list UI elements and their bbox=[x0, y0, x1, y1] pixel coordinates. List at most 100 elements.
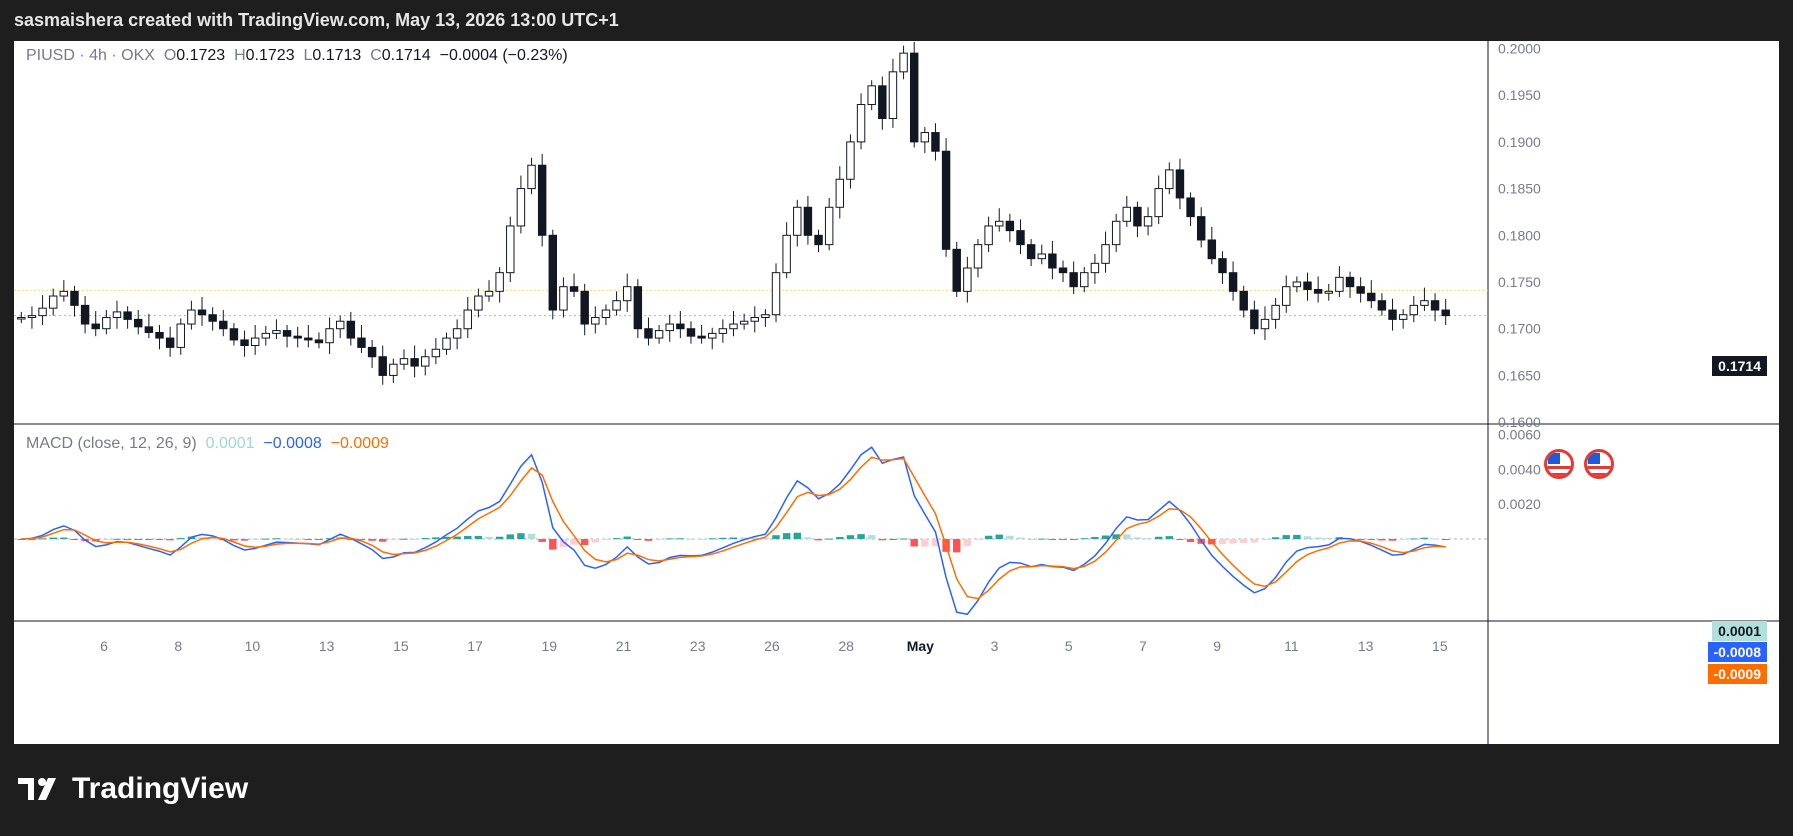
time-tick-label: 3 bbox=[991, 638, 999, 654]
candle-body bbox=[272, 330, 281, 334]
macd-histogram-bar bbox=[1250, 539, 1259, 543]
macd-histogram-bar bbox=[740, 537, 748, 540]
macd-histogram-bar bbox=[963, 539, 972, 547]
macd-histogram-bar bbox=[495, 536, 504, 540]
macd-hist-value: 0.0001 bbox=[205, 435, 255, 452]
macd-histogram-bar bbox=[304, 539, 313, 541]
macd-histogram-bar bbox=[846, 535, 855, 540]
macd-histogram-bar bbox=[155, 539, 164, 541]
macd-histogram-bar bbox=[1112, 534, 1120, 540]
time-tick-label: 15 bbox=[393, 638, 409, 654]
candle-body bbox=[1175, 169, 1185, 199]
candle-body bbox=[750, 317, 759, 322]
macd-histogram-bar bbox=[602, 539, 610, 541]
candle-body bbox=[112, 311, 122, 319]
candle-body bbox=[1133, 206, 1142, 227]
candle-body bbox=[27, 315, 37, 319]
macd-histogram-bar bbox=[1388, 539, 1397, 541]
candle-body bbox=[697, 335, 706, 339]
tradingview-logo-icon bbox=[18, 778, 56, 800]
candle-body bbox=[1271, 304, 1280, 320]
macd-histogram-bar bbox=[1176, 539, 1184, 541]
macd-histogram-bar bbox=[995, 534, 1003, 540]
candle-body bbox=[920, 132, 930, 143]
macd-histogram-bar bbox=[644, 539, 653, 541]
macd-histogram-bar bbox=[1261, 539, 1269, 541]
candle-body bbox=[1069, 272, 1078, 288]
macd-line bbox=[21, 446, 1446, 616]
candle-body bbox=[1398, 314, 1408, 320]
macd-histogram-bar bbox=[517, 533, 525, 540]
macd-line-value: −0.0008 bbox=[263, 435, 322, 452]
macd-title: MACD (close, 12, 26, 9) bbox=[26, 435, 197, 452]
candle-body bbox=[495, 272, 504, 292]
attribution-header: sasmaishera created with TradingView.com… bbox=[14, 10, 619, 30]
macd-histogram-bar bbox=[697, 538, 706, 540]
candle-body bbox=[421, 356, 430, 367]
macd-histogram-bar bbox=[177, 538, 185, 540]
candle-body bbox=[1324, 290, 1333, 294]
macd-histogram-bar bbox=[38, 538, 47, 540]
low-label: L bbox=[303, 47, 313, 64]
price-tick-label: 0.1900 bbox=[1498, 134, 1541, 150]
macd-histogram-bar bbox=[1399, 539, 1407, 541]
candle-body bbox=[665, 323, 674, 332]
candle-body bbox=[516, 188, 526, 227]
macd-histogram-bar bbox=[549, 539, 557, 550]
us-flag-icon[interactable] bbox=[1584, 449, 1614, 479]
macd-histogram-bar bbox=[1186, 539, 1195, 542]
macd-histogram-bar bbox=[1229, 539, 1237, 544]
candle-body bbox=[1388, 309, 1397, 320]
candle-body bbox=[1016, 230, 1025, 246]
candle-body bbox=[761, 314, 770, 319]
brand-name: TradingView bbox=[72, 772, 249, 805]
time-tick-label: 19 bbox=[541, 638, 557, 654]
macd-histogram-bar bbox=[1240, 539, 1248, 544]
macd-histogram-bar bbox=[421, 538, 429, 540]
candle-body bbox=[814, 234, 823, 246]
macd-histogram-bar bbox=[953, 539, 961, 553]
us-flag-icon[interactable] bbox=[1544, 449, 1574, 479]
macd-histogram-bar bbox=[1016, 537, 1025, 540]
macd-hist-label: 0.0001 bbox=[1712, 621, 1767, 641]
macd-histogram-bar bbox=[1048, 539, 1057, 541]
chart-canvas[interactable]: 0.2000 0.1950 0.1900 0.1850 0.1800 0.1750 0.17… bbox=[14, 41, 1779, 744]
macd-histogram-bar bbox=[400, 538, 408, 540]
candle-body bbox=[1367, 292, 1376, 302]
macd-histogram-bar bbox=[634, 539, 642, 541]
candle-body bbox=[835, 178, 845, 208]
macd-histogram-bar bbox=[70, 539, 79, 541]
tradingview-logo[interactable]: TradingView bbox=[18, 772, 248, 806]
macd-histogram-bar bbox=[878, 539, 887, 541]
macd-histogram-bar bbox=[623, 536, 631, 540]
candle-body bbox=[941, 150, 951, 250]
macd-histogram-bar bbox=[580, 539, 589, 545]
candle-body bbox=[240, 339, 249, 347]
macd-signal-line bbox=[21, 456, 1446, 600]
macd-histogram-bar bbox=[1133, 537, 1142, 540]
macd-histogram-bar bbox=[230, 539, 238, 541]
candle-body bbox=[357, 337, 366, 348]
macd-histogram-bar bbox=[570, 539, 578, 545]
macd-histogram-bar bbox=[134, 539, 142, 541]
macd-histogram-bar bbox=[145, 539, 153, 541]
candle-body bbox=[1430, 300, 1440, 311]
candle-body bbox=[559, 286, 568, 311]
macd-histogram-bar bbox=[782, 533, 791, 540]
candle-body bbox=[1143, 216, 1153, 227]
chart-panel[interactable]: 0.2000 0.1950 0.1900 0.1850 0.1800 0.1750 0.17… bbox=[14, 41, 1779, 744]
candle-body bbox=[793, 206, 802, 236]
high-label: H bbox=[234, 47, 246, 64]
candle-body bbox=[1282, 286, 1291, 306]
macd-histogram-bar bbox=[272, 538, 281, 540]
candle-body bbox=[48, 295, 58, 309]
candle-body bbox=[1196, 216, 1206, 241]
candle-body bbox=[995, 220, 1004, 227]
candle-body bbox=[325, 328, 334, 344]
candle-body bbox=[686, 328, 696, 337]
macd-histogram-bar bbox=[357, 539, 366, 541]
macd-histogram-bar bbox=[1441, 539, 1450, 541]
candle-body bbox=[1335, 276, 1344, 292]
macd-histogram-bar bbox=[251, 539, 259, 541]
macd-histogram-bar bbox=[1144, 538, 1152, 540]
